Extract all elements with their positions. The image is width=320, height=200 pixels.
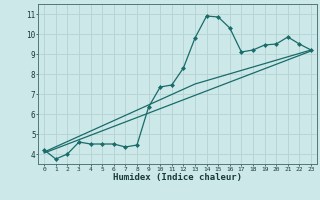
X-axis label: Humidex (Indice chaleur): Humidex (Indice chaleur) xyxy=(113,173,242,182)
